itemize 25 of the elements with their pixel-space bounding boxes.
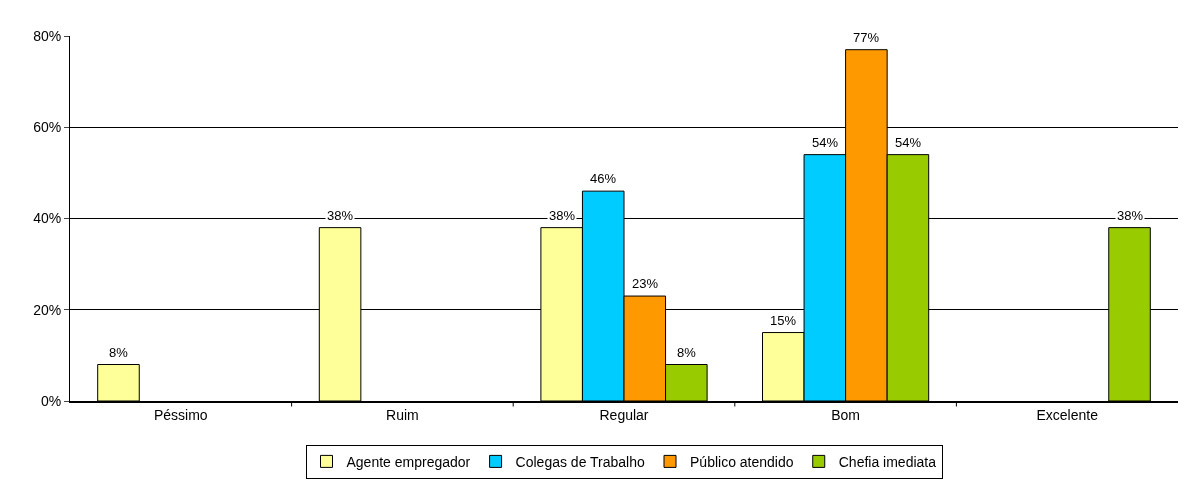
data-label: 54% (895, 135, 922, 150)
data-label: 8% (677, 345, 697, 360)
legend-label: Colegas de Trabalho (515, 453, 645, 470)
data-label: 38% (1117, 208, 1144, 223)
x-tick-label: Excelente (1036, 406, 1099, 423)
data-label: 8% (109, 345, 129, 360)
x-tick-label: Péssimo (153, 406, 208, 423)
data-label: 23% (632, 276, 659, 291)
legend-label: Chefia imediata (838, 453, 937, 470)
data-label: 15% (770, 313, 797, 328)
data-label: 54% (812, 135, 839, 150)
y-tick-label: 40% (33, 210, 62, 227)
x-tick-label: Ruim (386, 406, 419, 423)
legend-label: Público atendido (690, 453, 794, 470)
y-tick-label: 80% (33, 27, 62, 44)
x-tick-label: Bom (831, 406, 860, 423)
x-tick-label: Regular (599, 406, 649, 423)
y-tick-label: 60% (33, 119, 62, 136)
data-label: 38% (549, 208, 576, 223)
legend-label: Agente empregador (346, 453, 471, 470)
data-label: 77% (853, 30, 880, 45)
y-tick-label: 20% (33, 301, 62, 318)
data-label: 46% (590, 171, 617, 186)
data-label: 38% (327, 208, 354, 223)
y-tick-label: 0% (40, 392, 62, 409)
